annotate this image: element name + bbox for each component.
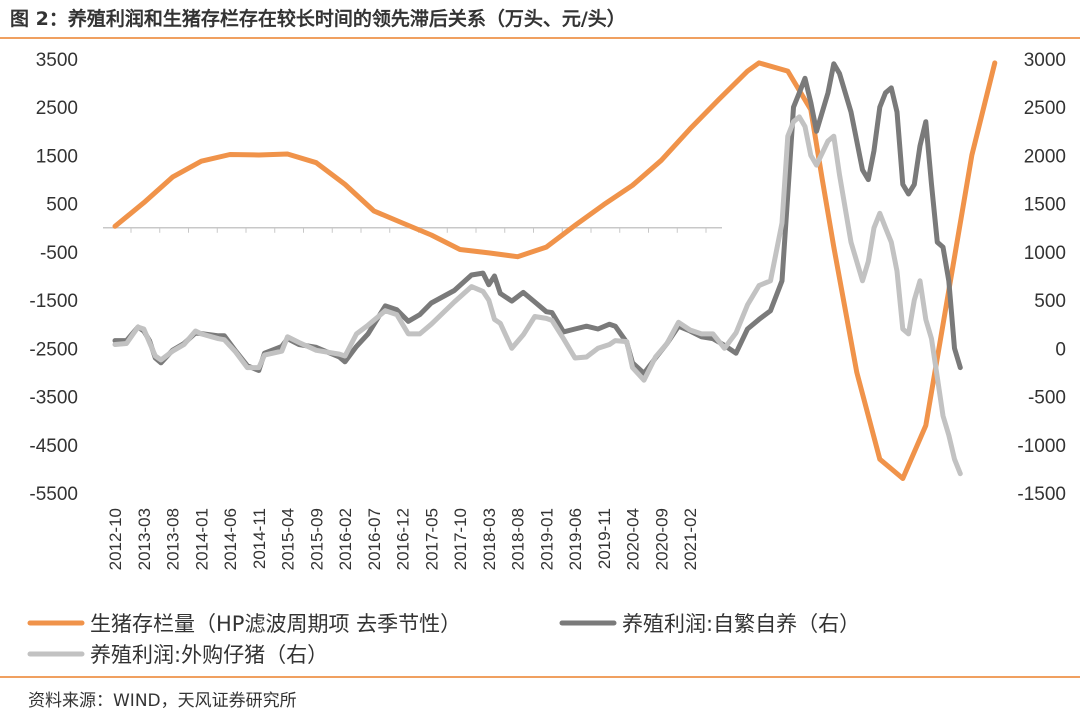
- right-axis-tick-label: 1500: [1024, 195, 1066, 216]
- right-axis-tick-label: 2000: [1024, 146, 1066, 167]
- x-axis-tick-label: 2013-03: [135, 508, 154, 570]
- x-axis-tick-label: 2015-09: [307, 508, 326, 570]
- line-chart: 3500 2500 1500 500 -500 -1500 -2500 -3500 -4500 -…: [27, 50, 1066, 667]
- x-axis-tick-label: 2013-08: [164, 508, 183, 570]
- x-axis-tick-label: 2017-10: [451, 508, 470, 570]
- series-line-0: [112, 60, 998, 481]
- left-axis-tick-label: -3500: [29, 388, 78, 409]
- left-axis-tick-label: 1500: [36, 146, 78, 167]
- x-axis-tick-label: 2019-11: [595, 508, 614, 569]
- x-axis-tick-label: 2015-04: [279, 508, 298, 570]
- right-axis-tick-label: 0: [1055, 339, 1066, 360]
- x-axis-tick-label: 2014-06: [221, 508, 240, 570]
- series-line-2: [112, 114, 963, 477]
- x-axis-tick-label: 2016-07: [365, 508, 384, 570]
- x-axis-tick-label: 2021-02: [681, 508, 700, 570]
- left-axis-tick-label: -2500: [29, 339, 78, 360]
- x-axis-tick-label: 2019-01: [537, 508, 556, 570]
- right-axis-ticks: 3000 2500 2000 1500 1000 500 0 -500 -1000 -1500: [1017, 50, 1066, 505]
- left-axis-tick-label: 3500: [36, 50, 78, 71]
- source-divider: [0, 676, 1080, 678]
- x-axis-tick-label: 2019-06: [566, 508, 585, 570]
- left-axis-tick-label: 2500: [36, 98, 78, 119]
- source-note: 资料来源：WIND，天风证券研究所: [28, 691, 297, 711]
- x-axis-tick-label: 2012-10: [106, 508, 125, 570]
- x-axis-tick-label: 2014-01: [192, 508, 211, 570]
- right-axis-tick-label: 2500: [1024, 98, 1066, 119]
- legend-label: 养殖利润:外购仔猪（右）: [90, 643, 328, 667]
- right-axis-tick-label: -1000: [1017, 436, 1066, 457]
- x-axis-tick-label: 2020-04: [624, 508, 643, 570]
- left-axis-tick-label: -5500: [29, 484, 78, 505]
- legend-label: 养殖利润:自繁自养（右）: [622, 612, 860, 636]
- x-axis-tick-label: 2020-09: [652, 508, 671, 570]
- right-axis-tick-label: 500: [1034, 291, 1066, 312]
- right-axis-tick-label: -1500: [1017, 484, 1066, 505]
- x-axis-tick-label: 2014-11: [250, 508, 269, 569]
- figure-title: 图 2：养殖利润和生猪存栏存在较长时间的领先滞后关系（万头、元/头）: [10, 8, 626, 30]
- left-axis-tick-label: 500: [46, 195, 78, 216]
- x-axis-tick-label: 2018-08: [509, 508, 528, 570]
- x-axis-tick-label: 2016-02: [336, 508, 355, 570]
- right-axis-tick-label: -500: [1028, 388, 1066, 409]
- left-axis-tick-label: -1500: [29, 291, 78, 312]
- legend-label: 生猪存栏量（HP滤波周期项 去季节性）: [90, 612, 461, 636]
- x-axis-tick-label: 2017-05: [422, 508, 441, 570]
- x-axis-tick-label: 2016-12: [394, 508, 413, 570]
- left-axis-tick-label: -4500: [29, 436, 78, 457]
- series-line-1: [112, 61, 963, 376]
- title-divider: [0, 37, 1080, 39]
- legend: 生猪存栏量（HP滤波周期项 去季节性） 养殖利润:自繁自养（右） 养殖利润:外购仔猪…: [27, 612, 860, 667]
- left-axis-ticks: 3500 2500 1500 500 -500 -1500 -2500 -3500 -4500 -…: [29, 50, 78, 505]
- x-axis-tick-label: 2018-03: [480, 508, 499, 570]
- right-axis-tick-label: 3000: [1024, 50, 1066, 71]
- left-axis-tick-label: -500: [40, 243, 78, 264]
- series-lines: [112, 60, 998, 481]
- x-axis-ticks: 2012-10 2013-03 2013-08 2014-01 2014-06 2014-…: [106, 227, 707, 570]
- right-axis-tick-label: 1000: [1024, 243, 1066, 264]
